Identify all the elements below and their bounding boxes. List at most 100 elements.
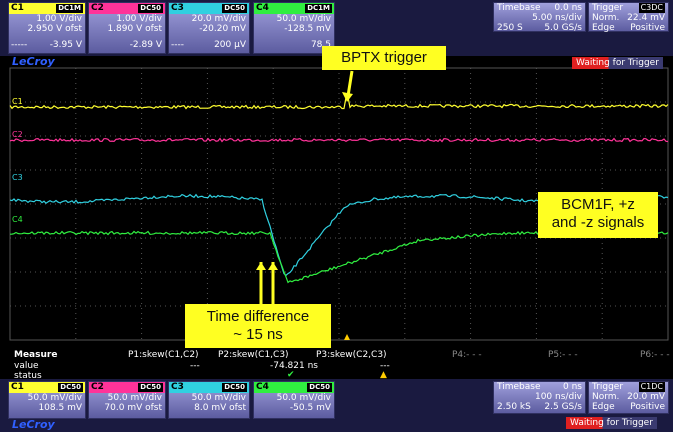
timebase-box: Timebase 0 ns 100 ns/div 2.50 kS 2.5 GS/s (493, 381, 586, 414)
arrow-head (268, 262, 278, 270)
coupling-badge: DC50 (307, 383, 332, 392)
measure-value: --- (190, 361, 200, 371)
readout-prefix: ----- (11, 40, 28, 50)
logo: LeCroy (12, 55, 55, 68)
readout-row: 78.5 (254, 40, 334, 50)
trigger-source: C3DC (638, 3, 665, 13)
channel-box: C1 DC1M 1.00 V/div 2.950 V ofst ----- -3.95 V (8, 2, 86, 54)
arrow-head (256, 262, 266, 270)
readout: 78.5 (310, 40, 331, 50)
timebase-delay: 0.0 ns (554, 3, 582, 13)
status-label: status (14, 371, 42, 381)
channel-header: C4 DC1M (254, 3, 334, 14)
trigger-row: Edge Positive (589, 402, 668, 412)
measure-value: --- (380, 361, 390, 371)
trigger-channel: C3 (640, 3, 652, 12)
trigger-mode: Norm. (592, 13, 620, 23)
trigger-channel: C1 (640, 382, 652, 391)
channel-header: C1 DC1M (9, 3, 85, 14)
measure-param: P1:skew(C1,C2) (128, 350, 199, 360)
trace-label: C3 (12, 173, 23, 182)
timebase-scale: 100 ns/div (534, 392, 582, 402)
timebase-row: Timebase 0.0 ns (494, 3, 585, 13)
channel-header: C3 DC50 (169, 382, 249, 393)
channel-scale: 20.0 mV/div (191, 14, 246, 24)
measure-value: -74.821 ns (270, 361, 318, 371)
status: Waiting for Trigger (566, 417, 657, 429)
readout-row: ---- 200 µV (169, 40, 249, 50)
trigger-type: Edge (592, 23, 615, 33)
channel-label: C2 (91, 3, 104, 13)
trigger-slope: Positive (630, 23, 665, 33)
timebase-samples: 2.50 kS (497, 402, 531, 412)
measure-param: P3:skew(C2,C3) (316, 350, 387, 360)
trigger-row: Norm. 22.4 mV (589, 13, 668, 23)
trigger-box: Trigger C1DC Norm. 20.0 mV Edge Positive (588, 381, 669, 414)
timebase-rate: 2.5 GS/s (544, 402, 582, 412)
timebase-rate: 5.0 GS/s (544, 23, 582, 33)
channel-offset: 8.0 mV ofst (194, 403, 246, 413)
trace-label: C1 (12, 97, 23, 106)
annotation-line: BCM1F, +z (561, 196, 635, 213)
channel-label: C3 (171, 3, 184, 13)
trigger-coupling: DC (651, 382, 663, 391)
logo: LeCroy (12, 418, 55, 431)
trace (9, 96, 669, 110)
readout: -3.95 V (49, 40, 82, 50)
channel-label: C4 (256, 3, 269, 13)
channel-label: C3 (171, 382, 184, 392)
timebase-scale: 5.00 ns/div (532, 13, 582, 23)
arrow-head (342, 92, 353, 102)
channel-offset: 2.950 V ofst (27, 24, 82, 34)
trace (9, 137, 669, 143)
channel-scale: 50.0 mV/div (27, 393, 82, 403)
channel-label: C4 (256, 382, 269, 392)
coupling-badge: DC1M (56, 4, 83, 13)
arrow-line (346, 70, 354, 97)
timebase-delay: 0 ns (563, 382, 582, 392)
annotation-line: Time difference (206, 308, 310, 325)
channel-header: C1 DC50 (9, 382, 85, 393)
coupling-badge: DC50 (222, 383, 247, 392)
trigger-label: Trigger (592, 382, 624, 392)
timebase-label: Timebase (497, 3, 541, 13)
channel-header: C3 DC50 (169, 3, 249, 14)
readout: -2.89 V (129, 40, 162, 50)
trigger-source: C1DC (638, 382, 665, 392)
trigger-mode: Norm. (592, 392, 620, 402)
coupling-badge: DC50 (138, 383, 163, 392)
timebase-samples: 250 S (497, 23, 523, 33)
timebase-box: Timebase 0.0 ns 5.00 ns/div 250 S 5.0 GS/s (493, 2, 586, 33)
trigger-coupling: DC (651, 3, 663, 12)
channel-box: C2 DC50 1.00 V/div 1.890 V ofst -2.89 V (88, 2, 166, 54)
channel-offset: 1.890 V ofst (107, 24, 162, 34)
channel-scale: 50.0 mV/div (276, 14, 331, 24)
channel-offset: 108.5 mV (38, 403, 82, 413)
timebase-label: Timebase (497, 382, 541, 392)
coupling-badge: DC50 (58, 383, 83, 392)
timebase-row: 250 S 5.0 GS/s (494, 23, 585, 33)
trigger-box: Trigger C3DC Norm. 22.4 mV Edge Positive (588, 2, 669, 33)
coupling-badge: DC50 (222, 4, 247, 13)
trigger-annotation: BPTX trigger (322, 46, 446, 70)
channel-box: C2 DC50 50.0 mV/div 70.0 mV ofst (88, 381, 166, 419)
measure-param: P6:- - - (640, 350, 670, 360)
channel-header: C2 DC50 (89, 382, 165, 393)
readout: 200 µV (214, 40, 246, 50)
trigger-row: Edge Positive (589, 23, 668, 33)
channel-scale: 50.0 mV/div (191, 393, 246, 403)
trigger-row: Norm. 20.0 mV (589, 392, 668, 402)
trigger-type: Edge (592, 402, 615, 412)
channel-box: C4 DC50 50.0 mV/div -50.5 mV (253, 381, 335, 419)
trace-label: C4 (12, 215, 23, 224)
timebase-row: 2.50 kS 2.5 GS/s (494, 402, 585, 412)
trace-label: C2 (12, 130, 23, 139)
readout-row: ----- -3.95 V (9, 40, 85, 50)
readout-prefix: ---- (171, 40, 184, 50)
channel-label: C2 (91, 382, 104, 392)
channel-header: C4 DC50 (254, 382, 334, 393)
trigger-label: Trigger (592, 3, 624, 13)
channel-scale: 50.0 mV/div (276, 393, 331, 403)
measure-param: P5:- - - (548, 350, 578, 360)
